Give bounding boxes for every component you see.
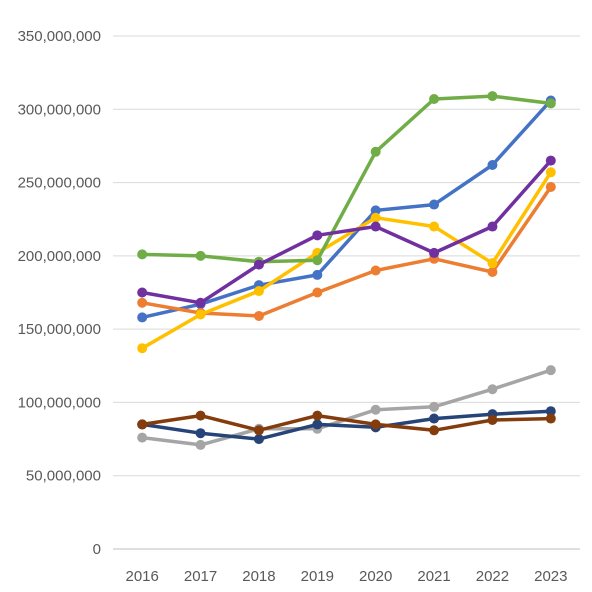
x-tick-label: 2022 — [476, 568, 509, 585]
series-8 — [137, 155, 556, 308]
data-point — [429, 247, 440, 258]
data-point — [253, 425, 264, 436]
data-point — [429, 425, 440, 436]
x-axis: 2016 2017 2018 2019 2020 2021 2022 2023 — [113, 548, 580, 585]
data-point — [253, 310, 264, 321]
data-point — [487, 258, 498, 269]
y-tick-label: 0 — [93, 541, 101, 558]
data-point — [312, 419, 323, 430]
series-line — [140, 185, 553, 318]
data-point — [312, 230, 323, 241]
x-tick-label: 2023 — [534, 568, 567, 585]
data-point — [370, 419, 381, 430]
series-line — [140, 94, 553, 264]
y-tick-label: 250,000,000 — [18, 175, 101, 192]
data-point — [370, 205, 381, 216]
y-tick-label: 50,000,000 — [26, 468, 101, 485]
data-point — [545, 155, 556, 166]
series-line — [140, 170, 553, 350]
data-point — [312, 269, 323, 280]
series-group — [137, 91, 556, 450]
data-point — [487, 91, 498, 102]
y-tick-label: 350,000,000 — [18, 28, 101, 45]
data-point — [429, 413, 440, 424]
series-line — [140, 98, 553, 320]
series-7 — [137, 410, 556, 436]
data-point — [429, 221, 440, 232]
x-tick-label: 2017 — [184, 568, 217, 585]
data-point — [253, 434, 264, 445]
data-point — [487, 384, 498, 395]
data-point — [137, 287, 148, 298]
data-point — [370, 265, 381, 276]
data-point — [195, 297, 206, 308]
data-point — [137, 297, 148, 308]
data-point — [195, 439, 206, 450]
series-line — [140, 413, 553, 433]
data-point — [137, 432, 148, 443]
x-tick-label: 2020 — [359, 568, 392, 585]
data-point — [429, 199, 440, 210]
data-point — [545, 406, 556, 417]
data-point — [195, 250, 206, 261]
series-line — [140, 158, 553, 305]
data-point — [487, 266, 498, 277]
y-tick-label: 300,000,000 — [18, 101, 101, 118]
data-point — [137, 343, 148, 354]
data-point — [137, 312, 148, 323]
data-point — [545, 181, 556, 192]
x-tick-label: 2018 — [242, 568, 275, 585]
data-point — [545, 413, 556, 424]
data-point — [253, 286, 264, 297]
x-tick-label: 2019 — [301, 568, 334, 585]
data-point — [370, 146, 381, 157]
data-point — [429, 401, 440, 412]
data-point — [487, 221, 498, 232]
x-tick-label: 2016 — [126, 568, 159, 585]
data-point — [370, 221, 381, 232]
data-point — [487, 159, 498, 170]
data-point — [195, 410, 206, 421]
series-line — [140, 409, 553, 441]
x-tick-label: 2021 — [417, 568, 450, 585]
data-point — [370, 404, 381, 415]
data-point — [545, 167, 556, 178]
y-tick-label: 150,000,000 — [18, 321, 101, 338]
series-5 — [137, 406, 556, 445]
data-point — [137, 249, 148, 260]
data-point — [137, 419, 148, 430]
data-point — [312, 255, 323, 266]
data-point — [545, 365, 556, 376]
y-tick-label: 200,000,000 — [18, 248, 101, 265]
series-4 — [137, 167, 556, 354]
data-point — [429, 94, 440, 105]
data-point — [195, 309, 206, 320]
data-point — [312, 410, 323, 421]
data-point — [195, 428, 206, 439]
y-tick-label: 100,000,000 — [18, 394, 101, 411]
data-point — [312, 287, 323, 298]
data-point — [545, 98, 556, 109]
data-point — [253, 259, 264, 270]
data-point — [370, 212, 381, 223]
y-axis: 0 50,000,000 100,000,000 150,000,000 200,000… — [18, 28, 101, 558]
data-point — [487, 415, 498, 426]
